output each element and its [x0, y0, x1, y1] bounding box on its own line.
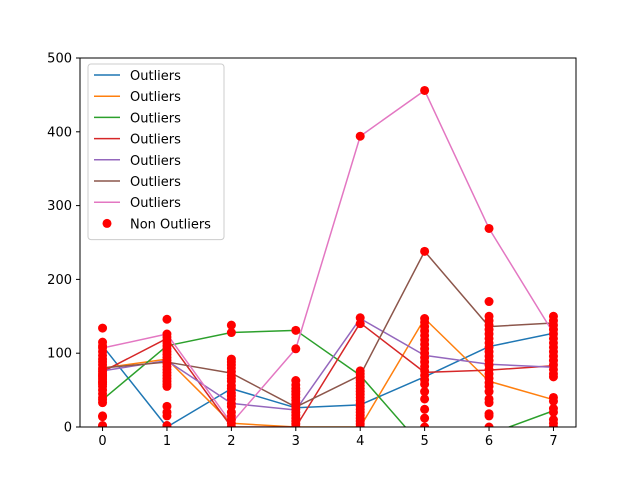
x-tick-label: 3 — [292, 434, 300, 449]
scatter-point-4 — [98, 411, 108, 421]
y-tick-label: 0 — [64, 421, 72, 436]
legend-label-1: Outliers — [130, 69, 181, 84]
scatter-point-138 — [420, 246, 430, 256]
x-tick-label: 0 — [98, 434, 106, 449]
scatter-point-75 — [226, 320, 236, 330]
legend-label-6: Outliers — [130, 175, 181, 190]
scatter-point-115 — [355, 313, 365, 323]
scatter-point-121 — [420, 387, 430, 397]
legend-box — [87, 63, 225, 241]
y-tick-label: 300 — [47, 199, 72, 214]
scatter-point-74 — [226, 328, 236, 338]
legend-swatch-scatter — [102, 218, 112, 228]
scatter-point-169 — [548, 404, 558, 414]
scatter-point-162 — [484, 311, 494, 321]
scatter-point-30 — [162, 421, 172, 427]
legend-label-2: Outliers — [130, 90, 181, 105]
scatter-point-142 — [484, 409, 494, 419]
legend-label-7: Outliers — [130, 196, 181, 211]
legend-label-4: Outliers — [130, 133, 181, 148]
scatter-point-116 — [355, 131, 365, 141]
scatter-point-144 — [484, 394, 494, 404]
scatter-point-171 — [548, 392, 558, 402]
scatter-point-139 — [420, 85, 430, 95]
scatter-point-93 — [291, 325, 301, 335]
x-tick-label: 2 — [227, 434, 235, 449]
series-line-1 — [101, 332, 554, 427]
scatter-point-113 — [355, 366, 365, 376]
scatter-point-91 — [291, 376, 301, 386]
scatter-point-2 — [98, 421, 108, 427]
scatter-layer — [98, 85, 558, 427]
scatter-point-29 — [98, 323, 108, 333]
scatter-point-186 — [548, 311, 558, 321]
scatter-point-92 — [291, 344, 301, 354]
x-axis: 0 1 2 3 4 5 6 7 — [98, 427, 558, 449]
scatter-point-52 — [162, 329, 172, 339]
y-tick-label: 200 — [47, 273, 72, 288]
series-line-3 — [102, 329, 554, 427]
plot-frame — [79, 57, 577, 428]
scatter-point-119 — [420, 404, 430, 414]
scatter-point-117 — [420, 422, 430, 427]
y-axis: 0 100 200 300 400 500 — [47, 52, 80, 436]
scatter-point-120 — [420, 394, 430, 404]
legend-label-scatter: Non Outliers — [130, 217, 211, 232]
legend-label-5: Outliers — [130, 154, 181, 169]
x-tick-label: 4 — [356, 434, 364, 449]
scatter-point-53 — [162, 314, 172, 324]
series-line-5 — [102, 317, 554, 411]
scatter-point-167 — [548, 415, 558, 425]
series-layer — [101, 89, 555, 427]
scatter-point-73 — [226, 354, 236, 364]
legend: Outliers Outliers Outliers Outliers Outliers… — [87, 63, 225, 241]
scatter-point-137 — [420, 314, 430, 324]
scatter-point-163 — [484, 297, 494, 307]
scatter-point-33 — [162, 401, 172, 411]
legend-label-3: Outliers — [130, 111, 181, 126]
scatter-point-28 — [98, 337, 108, 347]
series-line-7 — [102, 89, 555, 425]
x-tick-label: 1 — [163, 434, 171, 449]
scatter-point-118 — [420, 413, 430, 423]
x-tick-label: 7 — [549, 434, 557, 449]
x-tick-label: 6 — [485, 434, 493, 449]
series-line-4 — [102, 322, 554, 427]
x-tick-label: 5 — [420, 434, 428, 449]
y-tick-label: 500 — [47, 52, 72, 67]
y-tick-label: 100 — [47, 347, 72, 362]
series-line-6 — [102, 250, 554, 408]
scatter-point-164 — [484, 223, 494, 233]
y-tick-label: 400 — [47, 125, 72, 140]
scatter-point-140 — [484, 422, 494, 427]
